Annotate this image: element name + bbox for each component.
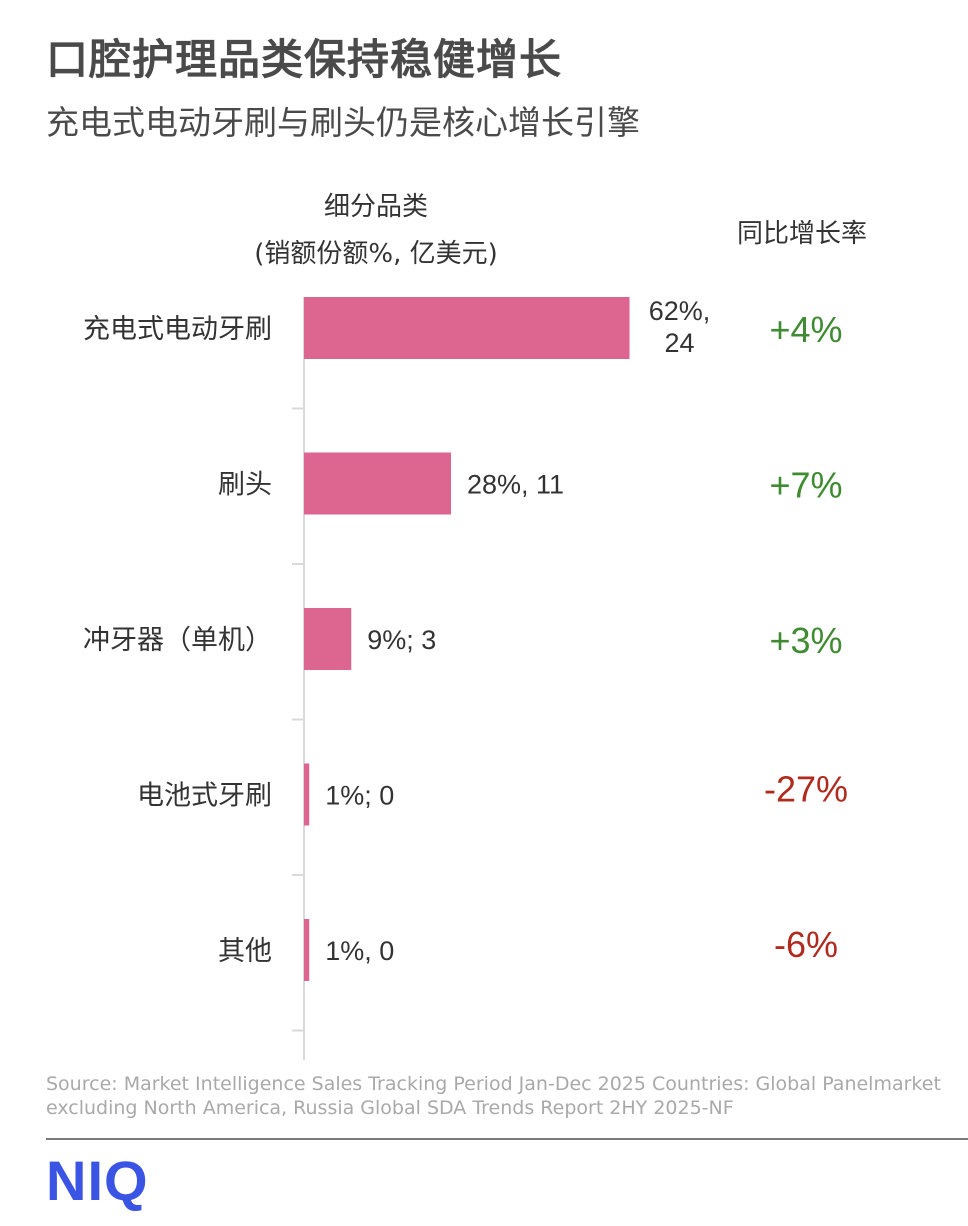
niq-logo: NIQ [46,1150,149,1212]
growth-label: +3% [769,620,842,661]
page-title: 口腔护理品类保持稳健增长 [46,35,563,84]
niq-logo-text: NIQ [46,1150,149,1212]
category-column-header-line1: 细分品类 [323,192,428,222]
bar [304,763,310,826]
growth-label: +7% [769,465,842,506]
source-note: Source: Market Intelligence Sales Tracki… [46,1073,941,1119]
growth-label: -27% [764,769,848,810]
data-label-line: 24 [664,328,694,358]
data-label: 1%; 0 [325,781,394,811]
bar [304,608,352,670]
data-label: 1%, 0 [325,936,394,966]
page-subtitle: 充电式电动牙刷与刷头仍是核心增长引擎 [46,103,640,142]
category-label: 充电式电动牙刷 [83,314,272,345]
category-column-header: 细分品类 (销额份额%, 亿美元) [236,186,516,270]
bar-chart: 充电式电动牙刷 62%, 24 +4% 刷头 28%, 11 +7% 冲牙器（单机） 9%; 3… [83,296,848,1060]
data-label-line: 62%, [649,296,711,326]
growth-label: +4% [769,309,842,350]
bar [304,297,630,359]
category-column-header-line2: (销额份额%, 亿美元) [254,239,498,269]
bar [304,919,310,981]
data-label: 28%, 11 [467,470,564,500]
growth-column-header: 同比增长率 [736,219,867,249]
data-label: 9%; 3 [367,625,436,655]
category-label: 冲牙器（单机） [83,625,272,656]
bar [304,452,451,515]
growth-label: -6% [774,924,838,965]
footer-divider [46,1138,968,1140]
data-label: 62%, 24 [649,296,711,358]
category-label: 刷头 [218,470,272,501]
category-label: 电池式牙刷 [137,781,272,812]
category-label: 其他 [218,936,272,967]
